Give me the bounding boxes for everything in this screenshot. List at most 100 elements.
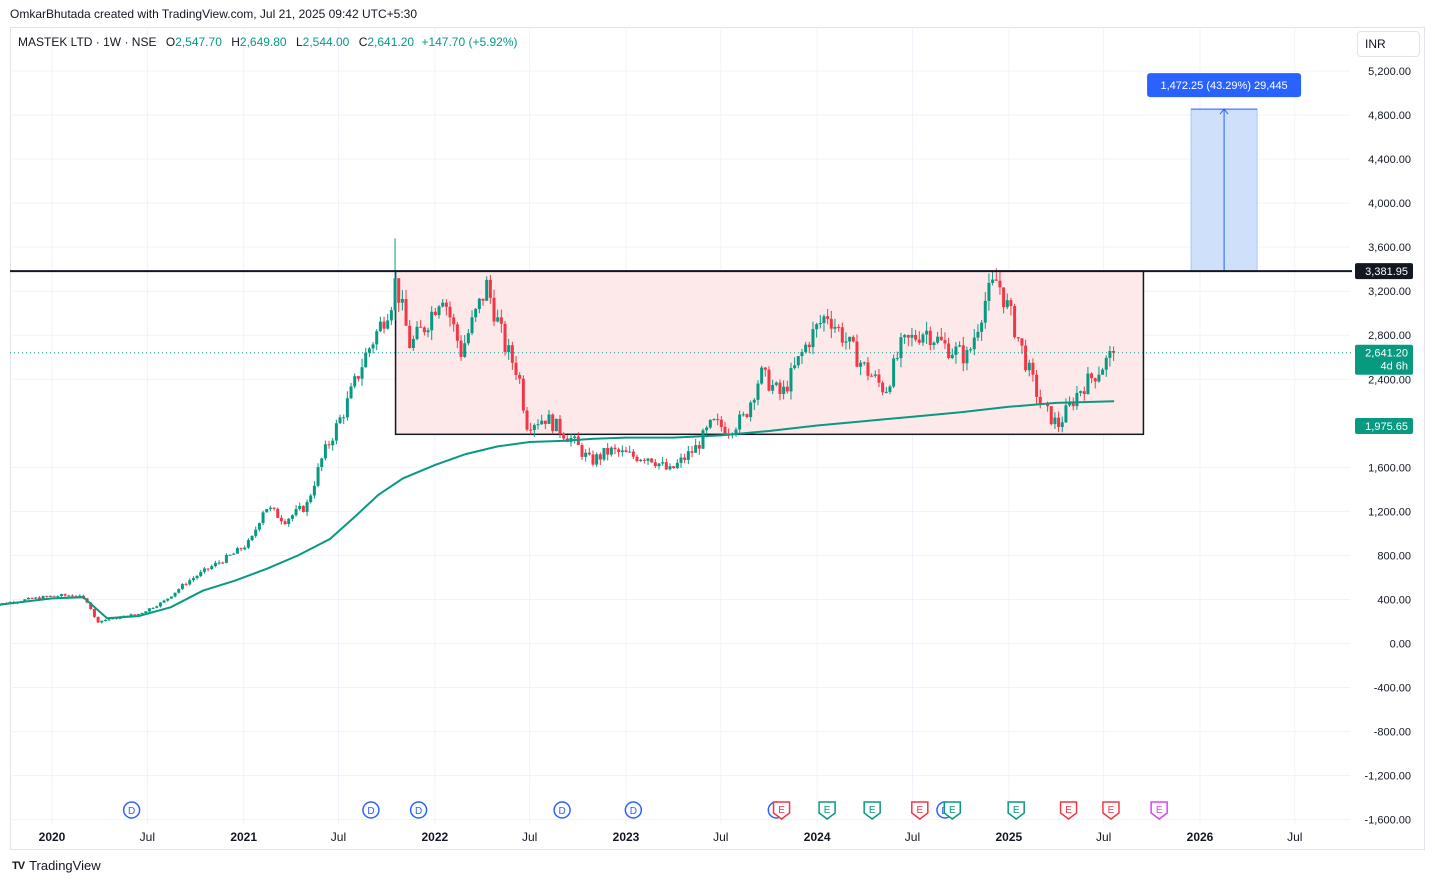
candle-body (855, 341, 859, 367)
candle-body (796, 356, 800, 366)
candle-body (701, 430, 705, 449)
earnings-marker-icon (943, 801, 962, 820)
candle-body (789, 368, 793, 392)
candle-body (217, 562, 221, 564)
chart-frame[interactable] (10, 27, 1425, 850)
candle-body (26, 597, 30, 600)
y-tick-label: 2,800.00 (1368, 330, 1411, 342)
candle-body (521, 378, 525, 411)
footer-brand[interactable]: TV TradingView (12, 858, 101, 873)
candle-body (173, 592, 177, 597)
y-tick-label: 3,200.00 (1368, 286, 1411, 298)
candles (0, 238, 1116, 624)
candle-body (980, 322, 984, 332)
earnings-marker-label: E (916, 805, 923, 816)
candle-body (268, 507, 272, 510)
candle-body (404, 299, 408, 326)
candle-body (316, 467, 320, 486)
time-axis: 2020 Jul 2021 Jul 2022 Jul 2023 Jul 2024 Jul 2025 J… (39, 830, 1303, 844)
candle-body (162, 600, 166, 603)
candle-body (686, 451, 690, 460)
candle-body (1024, 345, 1028, 371)
candle-body (877, 374, 881, 383)
candle-body (954, 346, 958, 355)
candle-body (870, 375, 874, 377)
candle-body (250, 535, 254, 541)
candle-body (888, 386, 892, 392)
candle-body (525, 410, 529, 430)
candle-body (221, 562, 225, 564)
candle-body (1079, 391, 1083, 393)
ema-line (0, 400, 1115, 620)
candle-body (587, 452, 591, 455)
candle-body (496, 317, 500, 322)
candle-body (903, 335, 907, 338)
dividend-marker-label: D (630, 806, 637, 817)
candle-body (807, 344, 811, 348)
y-tick-label: -1,600.00 (1365, 815, 1411, 827)
candle-body (958, 345, 962, 347)
candle-body (408, 325, 412, 348)
candle-body (331, 440, 335, 446)
candle-body (188, 580, 192, 585)
candle-body (969, 349, 973, 351)
projection-label-bg (1147, 73, 1302, 98)
earnings-marker-label: E (1156, 805, 1163, 816)
candle-body (30, 597, 34, 599)
candle-body (741, 414, 745, 416)
candle-body (261, 512, 265, 524)
candle-body (1112, 351, 1116, 353)
open-label: O (165, 35, 176, 49)
candle-body (840, 327, 844, 343)
candle-body (965, 350, 969, 364)
candle-body (360, 367, 364, 379)
candle-body (719, 419, 723, 427)
candle-body (338, 417, 342, 424)
candle-body (690, 451, 694, 453)
candle-body (712, 419, 716, 421)
candle-body (507, 345, 511, 353)
candle-body (668, 466, 672, 470)
candle-body (624, 450, 628, 453)
candle-body (246, 540, 250, 548)
earnings-marker-icon (911, 801, 929, 820)
candle-body (782, 386, 786, 394)
dividend-marker-label: D (367, 806, 374, 817)
candle-body (169, 596, 173, 599)
candle-body (580, 445, 584, 457)
candle-body (426, 330, 430, 333)
candle-body (1038, 396, 1042, 404)
earnings-marker-icon (818, 801, 836, 820)
candle-body (481, 298, 485, 301)
candle-body (573, 436, 577, 439)
candle-body (639, 459, 643, 462)
resistance-label-bg (1355, 263, 1413, 280)
candle-body (243, 547, 247, 550)
earnings-marker-label: E (949, 805, 956, 816)
candle-body (925, 330, 929, 335)
candle-body (1053, 417, 1057, 425)
dividend-marker-icon (122, 801, 141, 819)
candle-body (356, 376, 360, 379)
y-tick-label: 3,600.00 (1368, 242, 1411, 254)
candle-body (661, 462, 665, 464)
candle-body (389, 310, 393, 321)
ema-value-label: 1,975.65 (1365, 421, 1408, 433)
x-tick-label: 2023 (613, 830, 640, 844)
candle-body (672, 466, 676, 469)
candle-body (430, 311, 434, 331)
candle-body (70, 595, 74, 597)
brand-name: TradingView (29, 858, 101, 873)
candle-body (155, 606, 159, 608)
candle-body (419, 326, 423, 328)
earnings-marker-icon (863, 801, 881, 820)
earnings-marker-label: E (824, 805, 831, 816)
candle-body (628, 451, 632, 453)
candle-body (763, 367, 767, 370)
candle-body (144, 611, 148, 613)
candle-body (837, 326, 841, 328)
event-markers: DDDDDDEEEEDEEEEE (122, 801, 1168, 820)
currency-selector[interactable]: INR (1357, 31, 1420, 57)
candle-body (1071, 401, 1075, 407)
